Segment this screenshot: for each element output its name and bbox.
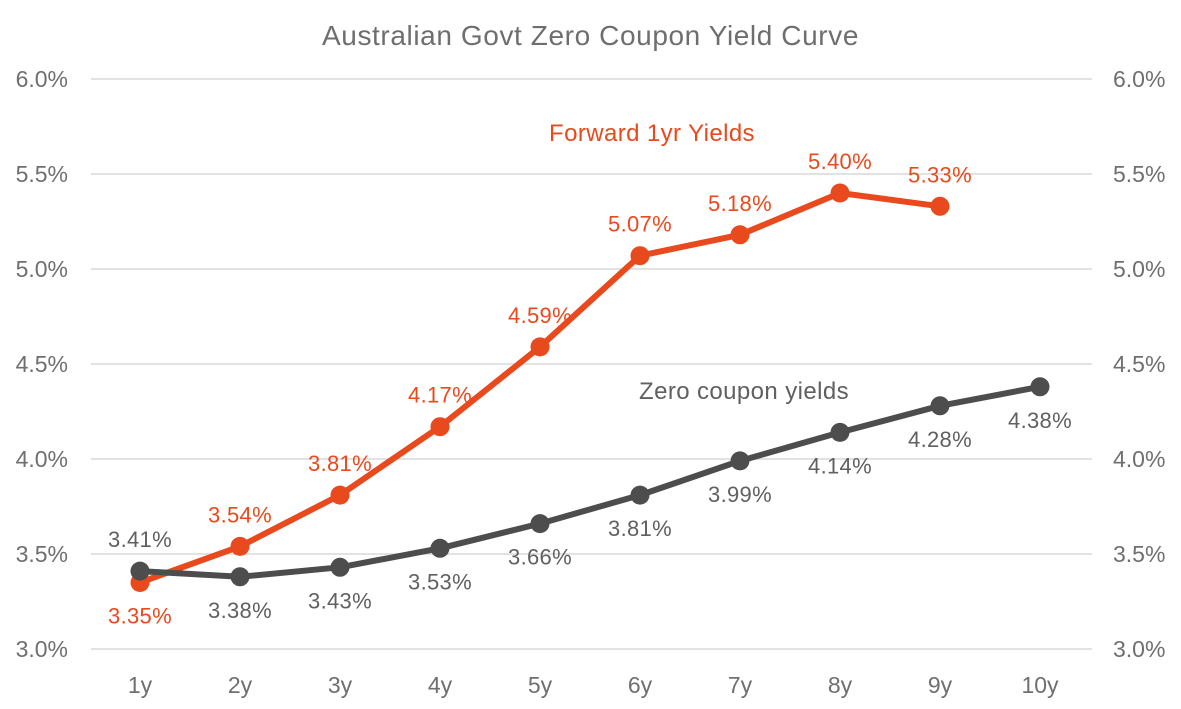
forward-data-label: 4.59% bbox=[508, 303, 572, 328]
zero-data-point bbox=[130, 561, 150, 581]
zero-series-label: Zero coupon yields bbox=[639, 378, 849, 405]
zero-data-label: 3.99% bbox=[708, 482, 772, 507]
forward-data-point bbox=[830, 183, 850, 203]
zero-data-point bbox=[330, 557, 350, 577]
x-axis-tick: 8y bbox=[828, 672, 853, 698]
zero-data-point bbox=[830, 422, 850, 442]
y-axis-tick-left: 3.5% bbox=[16, 541, 68, 567]
x-axis-tick: 10y bbox=[1021, 672, 1059, 698]
y-axis-tick-right: 3.0% bbox=[1113, 636, 1165, 662]
forward-series-label: Forward 1yr Yields bbox=[549, 120, 755, 147]
y-axis-tick-left: 4.0% bbox=[16, 446, 68, 472]
y-axis-tick-left: 4.5% bbox=[16, 351, 68, 377]
forward-data-point bbox=[330, 485, 350, 505]
zero-data-label: 3.66% bbox=[508, 545, 572, 570]
x-axis-tick: 6y bbox=[628, 672, 653, 698]
zero-data-point bbox=[1030, 377, 1050, 397]
y-axis-tick-right: 4.5% bbox=[1113, 351, 1165, 377]
forward-data-label: 3.35% bbox=[108, 604, 172, 629]
y-axis-tick-right: 5.5% bbox=[1113, 161, 1165, 187]
zero-data-label: 3.43% bbox=[308, 588, 372, 613]
zero-data-label: 3.41% bbox=[108, 527, 172, 552]
zero-data-point bbox=[930, 396, 950, 416]
forward-data-point bbox=[730, 225, 750, 245]
zero-data-label: 4.14% bbox=[808, 453, 872, 478]
x-axis-tick: 9y bbox=[928, 672, 953, 698]
zero-data-point bbox=[530, 514, 550, 534]
y-axis-tick-left: 5.0% bbox=[16, 256, 68, 282]
y-axis-tick-right: 5.0% bbox=[1113, 256, 1165, 282]
x-axis-tick: 4y bbox=[428, 672, 453, 698]
x-axis-tick: 2y bbox=[228, 672, 253, 698]
zero-data-label: 3.53% bbox=[408, 569, 472, 594]
zero-data-label: 4.38% bbox=[1008, 408, 1072, 433]
chart-title: Australian Govt Zero Coupon Yield Curve bbox=[322, 20, 859, 51]
forward-data-point bbox=[430, 417, 450, 437]
forward-data-label: 3.81% bbox=[308, 451, 372, 476]
y-axis-tick-left: 6.0% bbox=[16, 66, 68, 92]
y-axis-tick-right: 6.0% bbox=[1113, 66, 1165, 92]
zero-data-point bbox=[630, 485, 650, 505]
zero-data-label: 3.38% bbox=[208, 598, 272, 623]
y-axis-tick-left: 5.5% bbox=[16, 161, 68, 187]
x-axis-tick: 7y bbox=[728, 672, 753, 698]
x-axis-tick: 3y bbox=[328, 672, 353, 698]
zero-data-point bbox=[430, 538, 450, 558]
zero-series-line bbox=[137, 383, 1043, 580]
forward-data-point bbox=[930, 196, 950, 216]
zero-data-point bbox=[230, 567, 250, 587]
y-axis-tick-right: 3.5% bbox=[1113, 541, 1165, 567]
forward-data-point bbox=[630, 246, 650, 266]
x-axis-tick: 1y bbox=[128, 672, 153, 698]
forward-data-label: 5.33% bbox=[908, 162, 972, 187]
forward-data-label: 5.40% bbox=[808, 149, 872, 174]
forward-data-label: 3.54% bbox=[208, 502, 272, 527]
y-axis-tick-left: 3.0% bbox=[16, 636, 68, 662]
y-axis-tick-right: 4.0% bbox=[1113, 446, 1165, 472]
zero-data-label: 4.28% bbox=[908, 427, 972, 452]
x-axis-tick: 5y bbox=[528, 672, 553, 698]
forward-data-label: 5.07% bbox=[608, 212, 672, 237]
forward-data-label: 5.18% bbox=[708, 191, 772, 216]
forward-data-label: 4.17% bbox=[408, 383, 472, 408]
forward-data-point bbox=[230, 536, 250, 556]
forward-data-point bbox=[530, 337, 550, 357]
zero-data-point bbox=[730, 451, 750, 471]
zero-data-label: 3.81% bbox=[608, 516, 672, 541]
